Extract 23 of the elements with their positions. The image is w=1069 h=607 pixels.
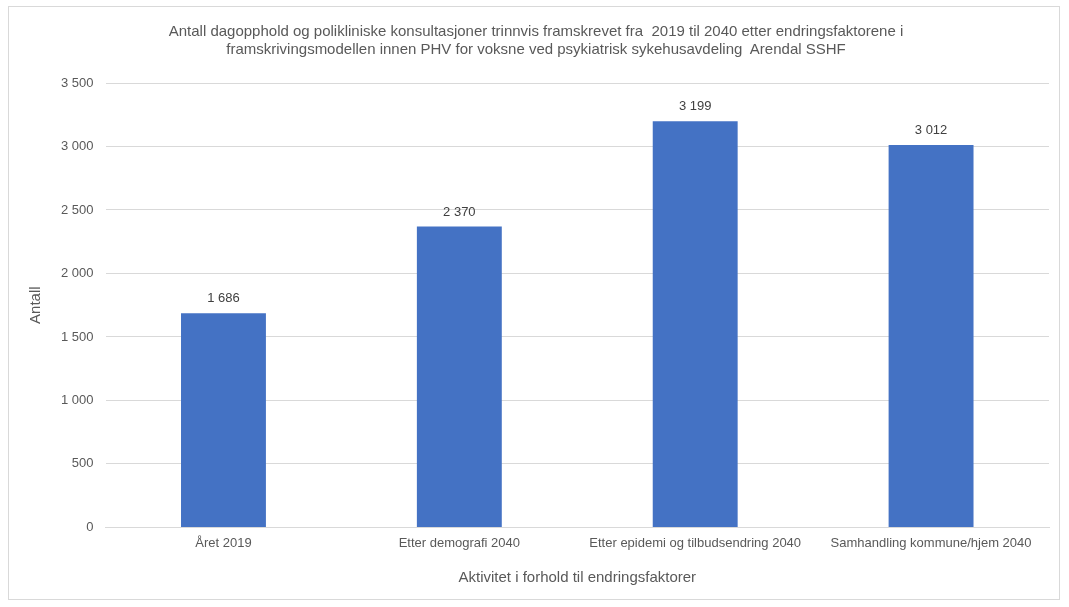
data-label: 2 370 [443,203,476,219]
y-tick-label: 3 500 [60,74,94,90]
y-tick-label: 1 000 [60,392,94,408]
bar [416,226,502,527]
y-tick-label: 3 000 [60,138,94,154]
y-tick-label: 500 [71,455,94,471]
chart-title: Antall dagopphold og polikliniske konsultasjoner trinnvis framskrevet fra 2019 til 2040 etter endringsfaktorene i framskrivingsmodellen innen PHV for voksne ved psykiatrisk sykehusavdeling Arendal SSHF [168,22,904,58]
y-tick-label: 2 500 [60,201,94,217]
x-axis-title: Aktivitet i forhold til endringsfaktorer [458,568,697,586]
x-tick-label: Året 2019 [195,534,252,550]
y-tick-label: 1 500 [60,328,94,344]
y-axis-title: Antall [26,286,44,324]
bar [181,313,266,527]
data-label: 3 012 [914,122,948,138]
data-label: 1 686 [207,290,240,306]
y-tick-label: 0 [86,518,94,534]
bar [888,144,974,527]
data-label: 3 199 [678,98,712,114]
bar [652,121,738,527]
y-tick-label: 2 000 [60,265,94,281]
x-tick-label: Samhandling kommune/hjem 2040 [830,534,1032,550]
x-tick-label: Etter epidemi og tilbudsendring 2040 [589,534,802,550]
x-tick-label: Etter demografi 2040 [398,534,521,550]
